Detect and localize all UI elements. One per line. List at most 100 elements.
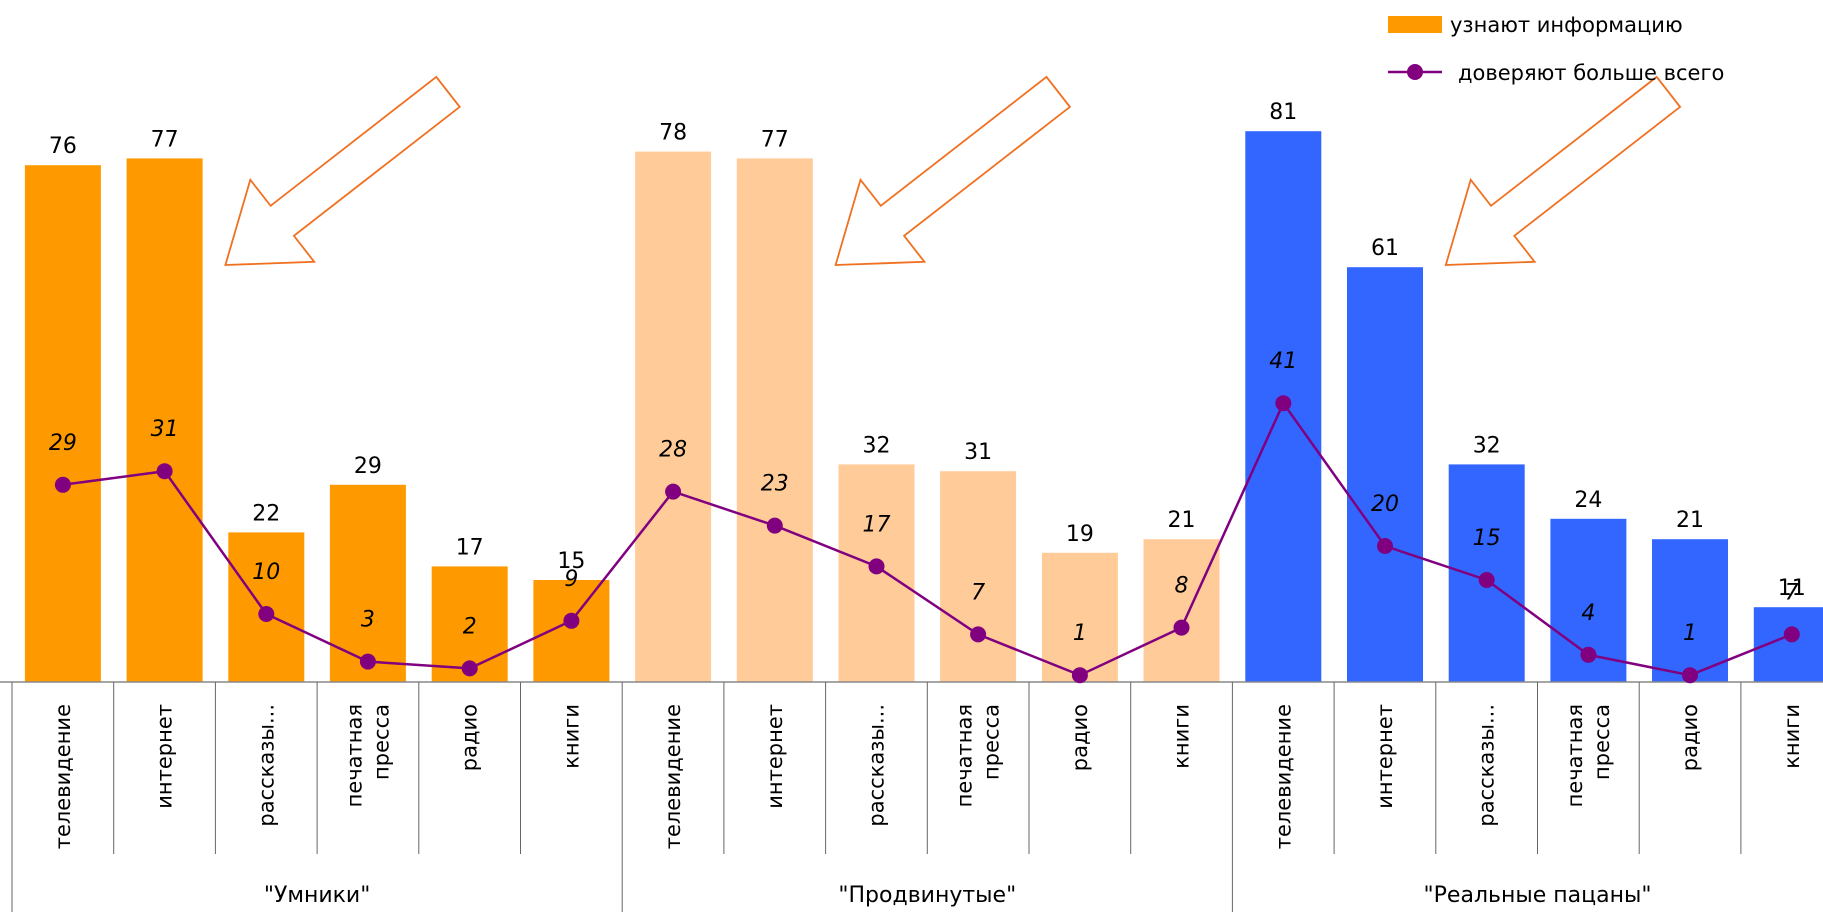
group-labels-layer: "Умники" "Продвинутые" "Реальные пацаны" bbox=[264, 883, 1652, 908]
bar-value-label: 29 bbox=[354, 454, 382, 479]
bar bbox=[736, 158, 813, 682]
bar-value-label: 11 bbox=[1778, 576, 1806, 601]
line-point bbox=[156, 463, 173, 480]
line-value-label: 10 bbox=[252, 560, 280, 585]
bar-value-label: 15 bbox=[557, 549, 585, 574]
line-point bbox=[1377, 538, 1393, 554]
category-tick-label: интернет bbox=[763, 704, 787, 809]
bar bbox=[24, 165, 101, 682]
category-tick-label: радио bbox=[458, 704, 482, 771]
annotation-arrow bbox=[834, 75, 1072, 266]
legend: узнают информацию доверяют больше всего bbox=[1388, 13, 1724, 85]
line-point bbox=[1682, 667, 1698, 684]
group-label: "Продвинутые" bbox=[838, 883, 1016, 908]
category-tick-label: радио bbox=[1068, 704, 1092, 771]
bar-value-label: 17 bbox=[456, 535, 484, 560]
bar bbox=[1347, 267, 1423, 682]
bar bbox=[635, 151, 712, 683]
line-point bbox=[563, 612, 580, 629]
bar-value-label: 77 bbox=[761, 127, 789, 152]
category-tick-label: рассказы... bbox=[865, 704, 889, 827]
annotation-arrow bbox=[1444, 75, 1682, 266]
bar bbox=[1143, 539, 1220, 682]
line-value-label: 23 bbox=[761, 472, 789, 497]
line-point bbox=[766, 517, 783, 534]
bar-value-label: 32 bbox=[1473, 433, 1501, 458]
bar-value-label: 19 bbox=[1066, 522, 1094, 547]
category-tick-label: радио bbox=[1678, 704, 1702, 771]
legend-swatch-bar bbox=[1388, 16, 1442, 33]
bar bbox=[940, 471, 1017, 682]
line-value-label: 31 bbox=[151, 417, 179, 442]
line-value-label: 3 bbox=[361, 608, 375, 633]
bar-value-label: 61 bbox=[1371, 236, 1399, 261]
bar-value-label: 77 bbox=[151, 127, 179, 152]
bar bbox=[1041, 552, 1118, 682]
category-labels-layer: телевидение интернет рассказы... печатная пр… bbox=[51, 704, 1804, 849]
legend-label-bar: узнают информацию bbox=[1450, 13, 1683, 37]
legend-swatch-marker bbox=[1407, 64, 1423, 80]
bar-value-label: 21 bbox=[1168, 508, 1196, 533]
line-point bbox=[665, 483, 682, 500]
group-label: "Реальные пацаны" bbox=[1424, 883, 1652, 908]
line-point bbox=[359, 653, 376, 670]
line-point bbox=[1071, 667, 1088, 684]
bar-value-label: 31 bbox=[964, 440, 992, 465]
line-point bbox=[970, 626, 987, 643]
line-value-label: 17 bbox=[863, 512, 891, 537]
bar bbox=[329, 484, 406, 682]
category-tick-label: книги bbox=[1170, 704, 1194, 769]
bar bbox=[533, 580, 610, 682]
line-value-label: 1 bbox=[1683, 621, 1697, 646]
category-tick-label: интернет bbox=[1373, 704, 1397, 809]
category-tick-label: печатная пресса bbox=[342, 704, 393, 807]
line-point bbox=[868, 558, 885, 575]
line-point bbox=[1478, 572, 1495, 588]
category-tick-label: печатная пресса bbox=[953, 704, 1004, 807]
bar-value-label: 76 bbox=[49, 134, 77, 159]
line-value-label: 20 bbox=[1371, 492, 1399, 517]
category-tick-label: книги bbox=[1780, 704, 1804, 769]
category-tick-label: телевидение bbox=[1271, 704, 1295, 849]
line-point bbox=[54, 476, 71, 493]
line-value-label: 15 bbox=[1473, 526, 1501, 551]
bar-value-label: 22 bbox=[252, 501, 280, 526]
category-tick-label: книги bbox=[559, 704, 583, 769]
bar-value-label: 21 bbox=[1676, 508, 1704, 533]
bar-value-label: 24 bbox=[1574, 488, 1602, 513]
line-value-label: 7 bbox=[971, 580, 985, 605]
line-point bbox=[1580, 646, 1597, 663]
category-tick-label: печатная пресса bbox=[1563, 704, 1614, 807]
line-value-label: 4 bbox=[1581, 601, 1595, 626]
bar-value-label: 78 bbox=[659, 121, 687, 146]
line-point bbox=[461, 660, 478, 677]
legend-label-line: доверяют больше всего bbox=[1458, 61, 1724, 85]
line-value-label: 41 bbox=[1269, 349, 1297, 374]
line-value-label: 1 bbox=[1073, 621, 1087, 646]
bar bbox=[1652, 539, 1728, 682]
bars-layer bbox=[24, 131, 1823, 683]
line-point bbox=[258, 606, 275, 622]
line-point bbox=[1275, 395, 1292, 412]
bar bbox=[126, 158, 203, 682]
category-tick-label: телевидение bbox=[661, 704, 685, 849]
annotation-arrows bbox=[224, 75, 1682, 266]
line-point bbox=[1173, 619, 1190, 636]
line-value-label: 7 bbox=[1785, 580, 1799, 605]
category-tick-label: рассказы... bbox=[1475, 704, 1499, 827]
line-series bbox=[62, 400, 1793, 677]
line-value-label: 2 bbox=[463, 614, 477, 639]
line-value-label: 8 bbox=[1175, 574, 1189, 599]
group-label: "Умники" bbox=[264, 883, 371, 908]
axes-layer bbox=[0, 681, 1823, 912]
bar-value-label: 81 bbox=[1269, 100, 1297, 125]
category-tick-label: рассказы... bbox=[254, 704, 278, 827]
annotation-arrow bbox=[224, 75, 461, 266]
line-value-label: 9 bbox=[564, 567, 578, 592]
bar-value-label: 32 bbox=[863, 433, 891, 458]
category-tick-label: интернет bbox=[153, 704, 177, 809]
line-point bbox=[1783, 626, 1800, 643]
category-tick-label: телевидение bbox=[51, 704, 75, 849]
line-value-label: 29 bbox=[49, 431, 77, 456]
